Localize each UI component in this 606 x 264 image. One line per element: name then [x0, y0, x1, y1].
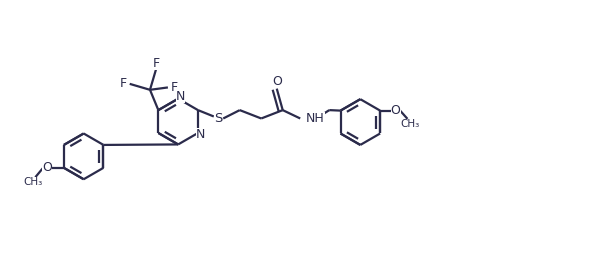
- Text: N: N: [176, 90, 185, 103]
- Text: F: F: [152, 57, 159, 70]
- Text: NH: NH: [306, 112, 325, 125]
- Text: F: F: [120, 77, 127, 90]
- Text: CH₃: CH₃: [401, 119, 419, 129]
- Text: O: O: [272, 75, 282, 88]
- Text: O: O: [42, 161, 52, 174]
- Text: F: F: [170, 81, 178, 94]
- Text: CH₃: CH₃: [23, 177, 42, 187]
- Text: O: O: [391, 104, 401, 117]
- Text: S: S: [214, 112, 222, 125]
- Text: N: N: [196, 129, 205, 142]
